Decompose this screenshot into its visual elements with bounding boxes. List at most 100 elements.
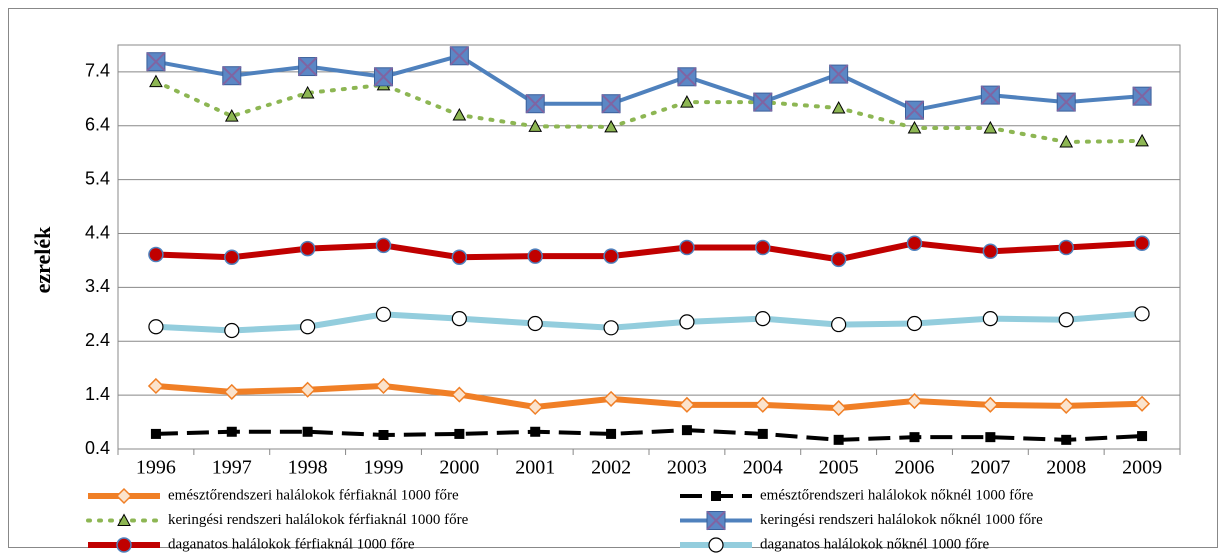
x-tick-label: 1998 — [288, 457, 328, 479]
legend-label: daganatos halálokok férfiaknál 1000 főre — [168, 536, 415, 552]
x-tick-label: 1999 — [364, 457, 404, 479]
marker — [755, 311, 771, 327]
marker — [1135, 133, 1149, 147]
marker-cross — [904, 100, 925, 120]
marker — [1058, 397, 1075, 414]
marker — [299, 240, 316, 257]
x-tick-label: 1997 — [212, 457, 252, 479]
marker — [148, 246, 164, 263]
marker — [678, 396, 695, 413]
marker — [679, 239, 695, 256]
series-line — [155, 382, 1143, 412]
marker — [375, 237, 392, 254]
series-line — [153, 79, 1145, 144]
marker — [451, 249, 468, 265]
marker-cross — [601, 94, 621, 114]
x-tick-label: 2006 — [895, 457, 935, 479]
marker — [375, 306, 392, 322]
marker — [527, 398, 544, 416]
marker — [525, 94, 545, 114]
marker — [828, 64, 849, 84]
marker — [983, 120, 998, 134]
marker — [1137, 431, 1148, 442]
marker — [603, 390, 620, 407]
marker — [527, 315, 543, 332]
marker — [1134, 306, 1150, 322]
series-line — [155, 428, 1143, 442]
series-line — [155, 53, 1143, 113]
marker — [222, 65, 242, 86]
marker — [708, 537, 724, 553]
y-tick-label: 7.4 — [85, 61, 110, 81]
marker — [146, 51, 166, 72]
marker — [375, 377, 392, 395]
marker-cross — [980, 85, 1001, 105]
x-tick-label: 2004 — [743, 457, 783, 479]
marker — [1058, 239, 1074, 256]
x-tick-label: 2008 — [1046, 457, 1086, 479]
legend-item: daganatos halálokok nőknél 1000 főre — [680, 536, 989, 553]
marker — [223, 383, 240, 400]
marker — [451, 311, 467, 327]
marker — [706, 510, 726, 531]
marker — [148, 319, 164, 335]
marker — [1134, 235, 1150, 251]
marker — [300, 85, 315, 99]
marker — [117, 513, 131, 526]
marker-cross — [449, 46, 470, 66]
marker — [373, 67, 394, 87]
marker — [149, 74, 163, 88]
marker — [1056, 92, 1076, 112]
marker-cross — [1132, 86, 1152, 106]
legend-item: daganatos halálokok férfiaknál 1000 főre — [88, 536, 415, 553]
marker — [527, 248, 543, 264]
marker — [906, 235, 923, 251]
marker — [147, 377, 164, 395]
marker — [297, 56, 318, 77]
y-tick-label: 2.4 — [85, 330, 110, 350]
x-tick-label: 2005 — [819, 457, 859, 479]
marker — [1134, 395, 1151, 412]
marker-cross — [222, 65, 242, 86]
marker-cross — [677, 67, 697, 87]
series-line — [155, 240, 1143, 263]
marker — [753, 92, 773, 112]
marker-cross — [297, 56, 318, 77]
marker — [982, 243, 999, 260]
marker-cross — [1056, 92, 1076, 112]
x-tick-label: 2002 — [591, 457, 631, 479]
marker — [904, 100, 925, 120]
marker — [755, 239, 771, 256]
marker-cross — [525, 94, 545, 114]
marker — [528, 119, 543, 132]
y-tick-label: 3.4 — [85, 276, 110, 296]
marker — [378, 429, 389, 440]
legend-label: keringési rendszeri halálokok nőknél 100… — [760, 512, 1043, 528]
marker — [530, 426, 541, 437]
marker — [603, 320, 619, 336]
marker — [906, 392, 923, 410]
marker — [754, 396, 771, 413]
marker — [226, 426, 237, 437]
marker — [606, 428, 617, 439]
marker — [831, 100, 846, 114]
legend-label: emésztőrendszeri halálokok férfiaknál 10… — [168, 487, 459, 503]
marker — [451, 386, 468, 403]
marker — [452, 107, 467, 121]
legend-item: emésztőrendszeri halálokok férfiaknál 10… — [88, 487, 459, 505]
marker — [677, 67, 697, 87]
marker — [449, 46, 470, 66]
x-tick-label: 2009 — [1122, 457, 1162, 479]
marker — [906, 315, 923, 332]
marker-cross — [753, 92, 773, 112]
marker — [681, 425, 692, 436]
marker — [830, 400, 847, 417]
y-tick-label: 0.4 — [85, 438, 110, 458]
marker — [909, 432, 920, 443]
marker-cross — [146, 51, 166, 72]
legend-label: emésztőrendszeri halálokok nőknél 1000 f… — [760, 487, 1034, 503]
marker-cross — [828, 64, 849, 84]
legend-label: daganatos halálokok nőknél 1000 főre — [760, 536, 989, 552]
